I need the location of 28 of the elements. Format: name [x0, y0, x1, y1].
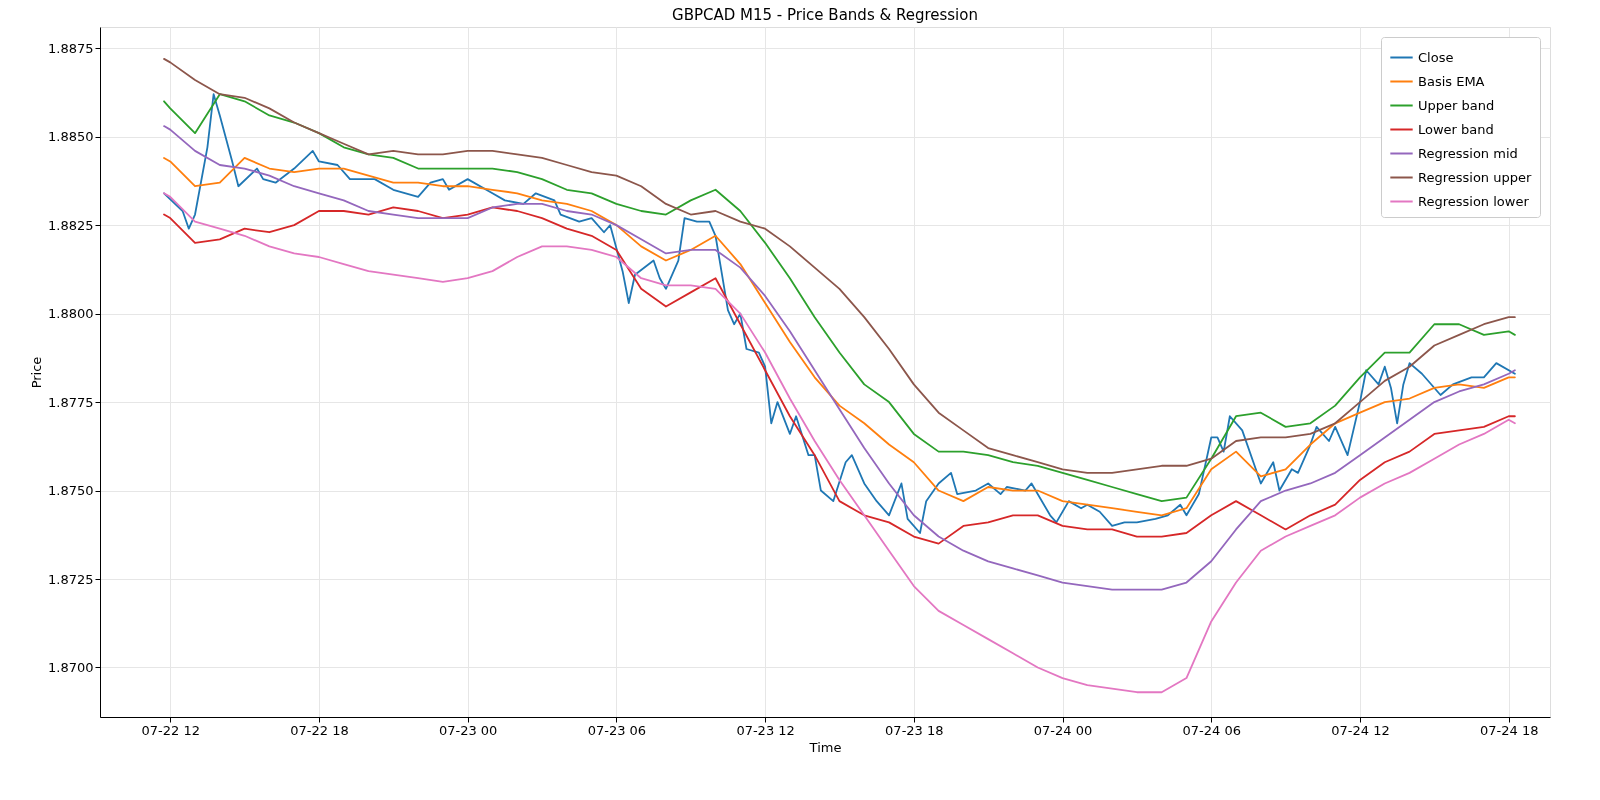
legend-label: Upper band — [1418, 97, 1495, 113]
y-tick-label: 1.8775 — [48, 394, 94, 410]
y-tick-label: 1.8825 — [48, 217, 94, 233]
legend-label: Regression upper — [1418, 169, 1532, 185]
x-tick-label: 07-22 18 — [290, 722, 349, 738]
y-tick-label: 1.8875 — [48, 40, 94, 56]
legend-label: Regression lower — [1418, 193, 1530, 209]
x-axis-title: Time — [808, 739, 842, 755]
x-tick-label: 07-23 12 — [736, 722, 795, 738]
x-tick-label: 07-24 18 — [1479, 722, 1539, 738]
x-tick-label: 07-24 00 — [1033, 722, 1093, 738]
legend-label: Regression mid — [1418, 145, 1518, 161]
y-tick-label: 1.8850 — [48, 129, 94, 145]
x-tick-label: 07-23 00 — [438, 722, 498, 738]
x-tick-label: 07-23 18 — [885, 722, 944, 738]
chart-title: GBPCAD M15 - Price Bands & Regression — [672, 6, 978, 24]
x-tick-label: 07-22 12 — [141, 722, 200, 738]
x-tick-label: 07-23 06 — [587, 722, 647, 738]
legend-label: Close — [1418, 49, 1454, 65]
x-tick-label: 07-24 06 — [1182, 722, 1241, 738]
y-tick-label: 1.8800 — [48, 306, 94, 322]
x-tick-label: 07-24 12 — [1331, 722, 1390, 738]
y-axis-title: Price — [29, 356, 45, 389]
y-tick-label: 1.8725 — [48, 571, 94, 587]
legend-label: Basis EMA — [1418, 73, 1485, 89]
legend-label: Lower band — [1418, 121, 1494, 137]
y-tick-label: 1.8700 — [48, 659, 94, 675]
y-tick-label: 1.8750 — [48, 483, 94, 499]
